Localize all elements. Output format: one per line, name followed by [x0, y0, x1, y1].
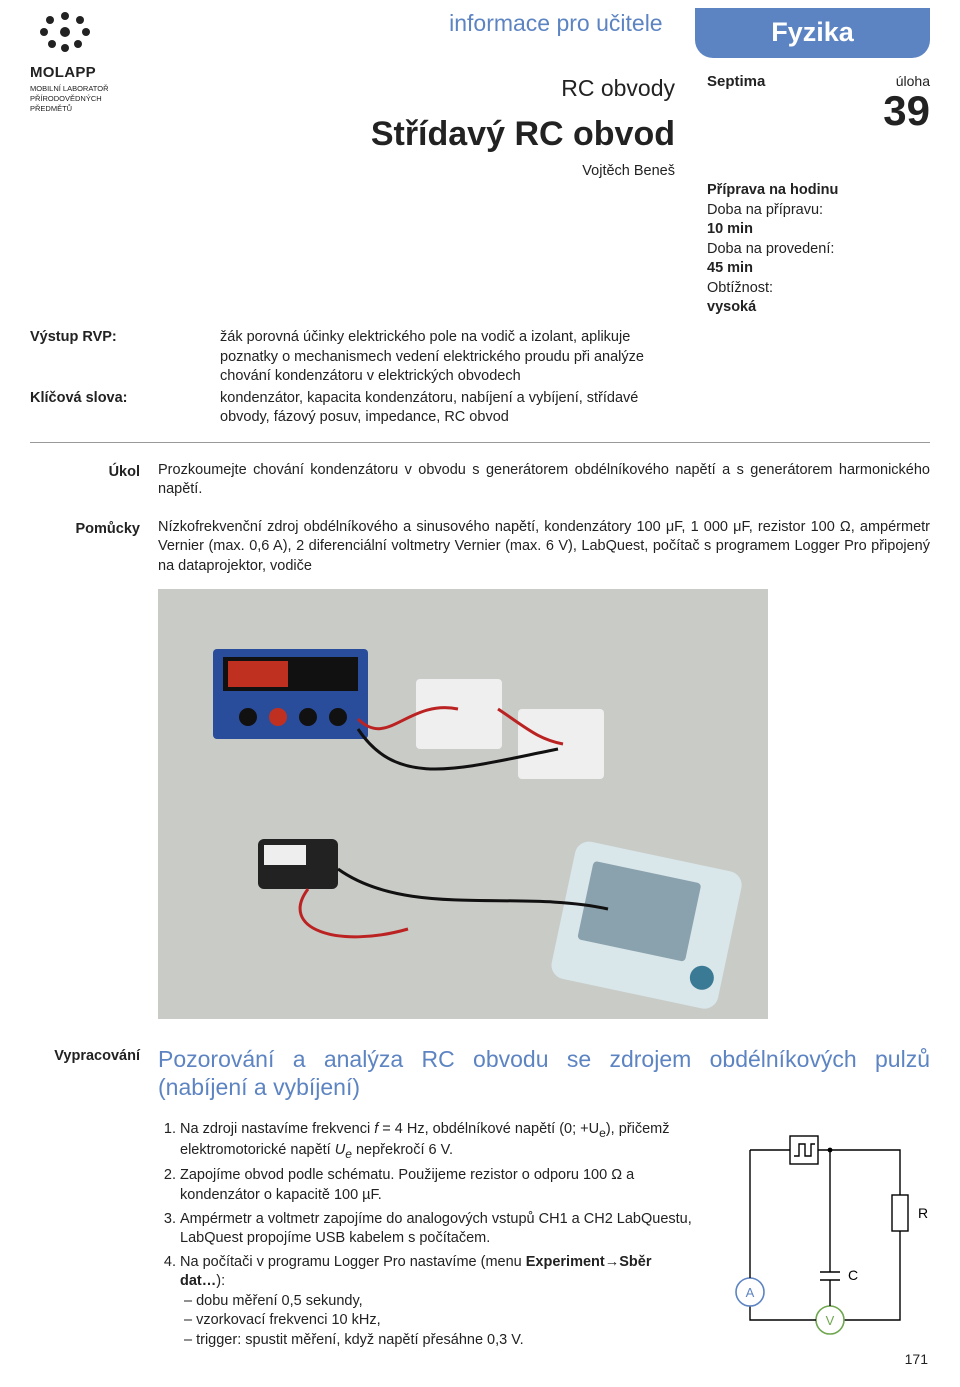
diff-value: vysoká	[707, 299, 756, 315]
teacher-info-text: informace pro učitele	[449, 10, 663, 36]
resistor-label: R	[918, 1205, 928, 1221]
vypr-title: Pozorování a analýza RC obvodu se zdroje…	[158, 1045, 930, 1103]
subject-badge: Fyzika	[695, 8, 930, 58]
step-4-sub2: vzorkovací frekvenci 10 kHz,	[180, 1311, 700, 1331]
grade-label: Septima	[707, 72, 765, 129]
step-1: Na zdroji nastavíme frekvenci f = 4 Hz, …	[180, 1120, 700, 1162]
pomucky-label: Pomůcky	[30, 518, 140, 1019]
logo-name: MOLAPP	[30, 63, 220, 83]
kw-value: kondenzátor, kapacita kondenzátoru, nabí…	[220, 389, 670, 428]
exec-time-label: Doba na provedení:	[707, 241, 834, 257]
ukol-text: Prozkoumejte chování kondenzátoru v obvo…	[158, 461, 930, 500]
logo-sub2: PŘÍRODOVĚDNÝCH	[30, 95, 220, 103]
rvp-label: Výstup RVP:	[30, 328, 220, 387]
kw-label: Klíčová slova:	[30, 389, 220, 428]
step-4-sub1: dobu měření 0,5 sekundy,	[180, 1292, 700, 1312]
exec-time: 45 min	[707, 260, 753, 276]
steps-list: Na zdroji nastavíme frekvenci f = 4 Hz, …	[158, 1120, 700, 1354]
rvp-value: žák porovná účinky elektrického pole na …	[220, 328, 670, 387]
circuit-diagram: A V R C	[720, 1120, 930, 1357]
teacher-info-line: informace pro učitele	[220, 8, 675, 39]
prep-time: 10 min	[707, 221, 753, 237]
prep-box: Příprava na hodinu Doba na přípravu: 10 …	[695, 181, 930, 318]
step-4: Na počítači v programu Logger Pro nastav…	[180, 1253, 700, 1351]
prep-heading: Příprava na hodinu	[707, 182, 838, 198]
divider	[30, 442, 930, 443]
section-title: RC obvody	[220, 73, 675, 104]
equipment-photo	[158, 589, 768, 1019]
voltmeter-label: V	[826, 1313, 835, 1328]
prep-time-label: Doba na přípravu:	[707, 202, 823, 218]
logo: MOLAPP MOBILNÍ LABORATOŘ PŘÍRODOVĚDNÝCH …	[30, 8, 220, 318]
step-3: Ampérmetr a voltmetr zapojíme do analogo…	[180, 1210, 700, 1249]
author: Vojtěch Beneš	[220, 162, 675, 182]
step-4-sub3: trigger: spustit měření, když napětí pře…	[180, 1331, 700, 1351]
ammeter-label: A	[746, 1285, 755, 1300]
logo-sub1: MOBILNÍ LABORATOŘ	[30, 85, 220, 93]
logo-sub3: PŘEDMĚTŮ	[30, 105, 220, 113]
task-number: 39	[883, 93, 930, 129]
ukol-label: Úkol	[30, 461, 140, 500]
diff-label: Obtížnost:	[707, 280, 773, 296]
capacitor-label: C	[848, 1267, 858, 1283]
pomucky-text: Nízkofrekvenční zdroj obdélníkového a si…	[158, 518, 930, 577]
vypr-label: Vypracování	[30, 1045, 140, 1357]
page-title: Střídavý RC obvod	[220, 112, 675, 158]
page-number: 171	[905, 1350, 928, 1369]
step-2: Zapojíme obvod podle schématu. Použijeme…	[180, 1166, 700, 1205]
